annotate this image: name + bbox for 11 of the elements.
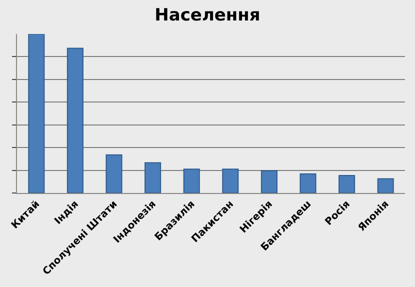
bar <box>28 34 45 193</box>
bar <box>377 178 394 193</box>
bar <box>338 175 356 193</box>
bar <box>106 154 122 193</box>
bar <box>144 162 162 193</box>
chart-title: Населення <box>154 6 260 26</box>
bar <box>222 168 239 193</box>
bar <box>300 173 316 193</box>
bar <box>260 170 278 193</box>
bar <box>183 168 200 193</box>
bar <box>66 48 84 193</box>
